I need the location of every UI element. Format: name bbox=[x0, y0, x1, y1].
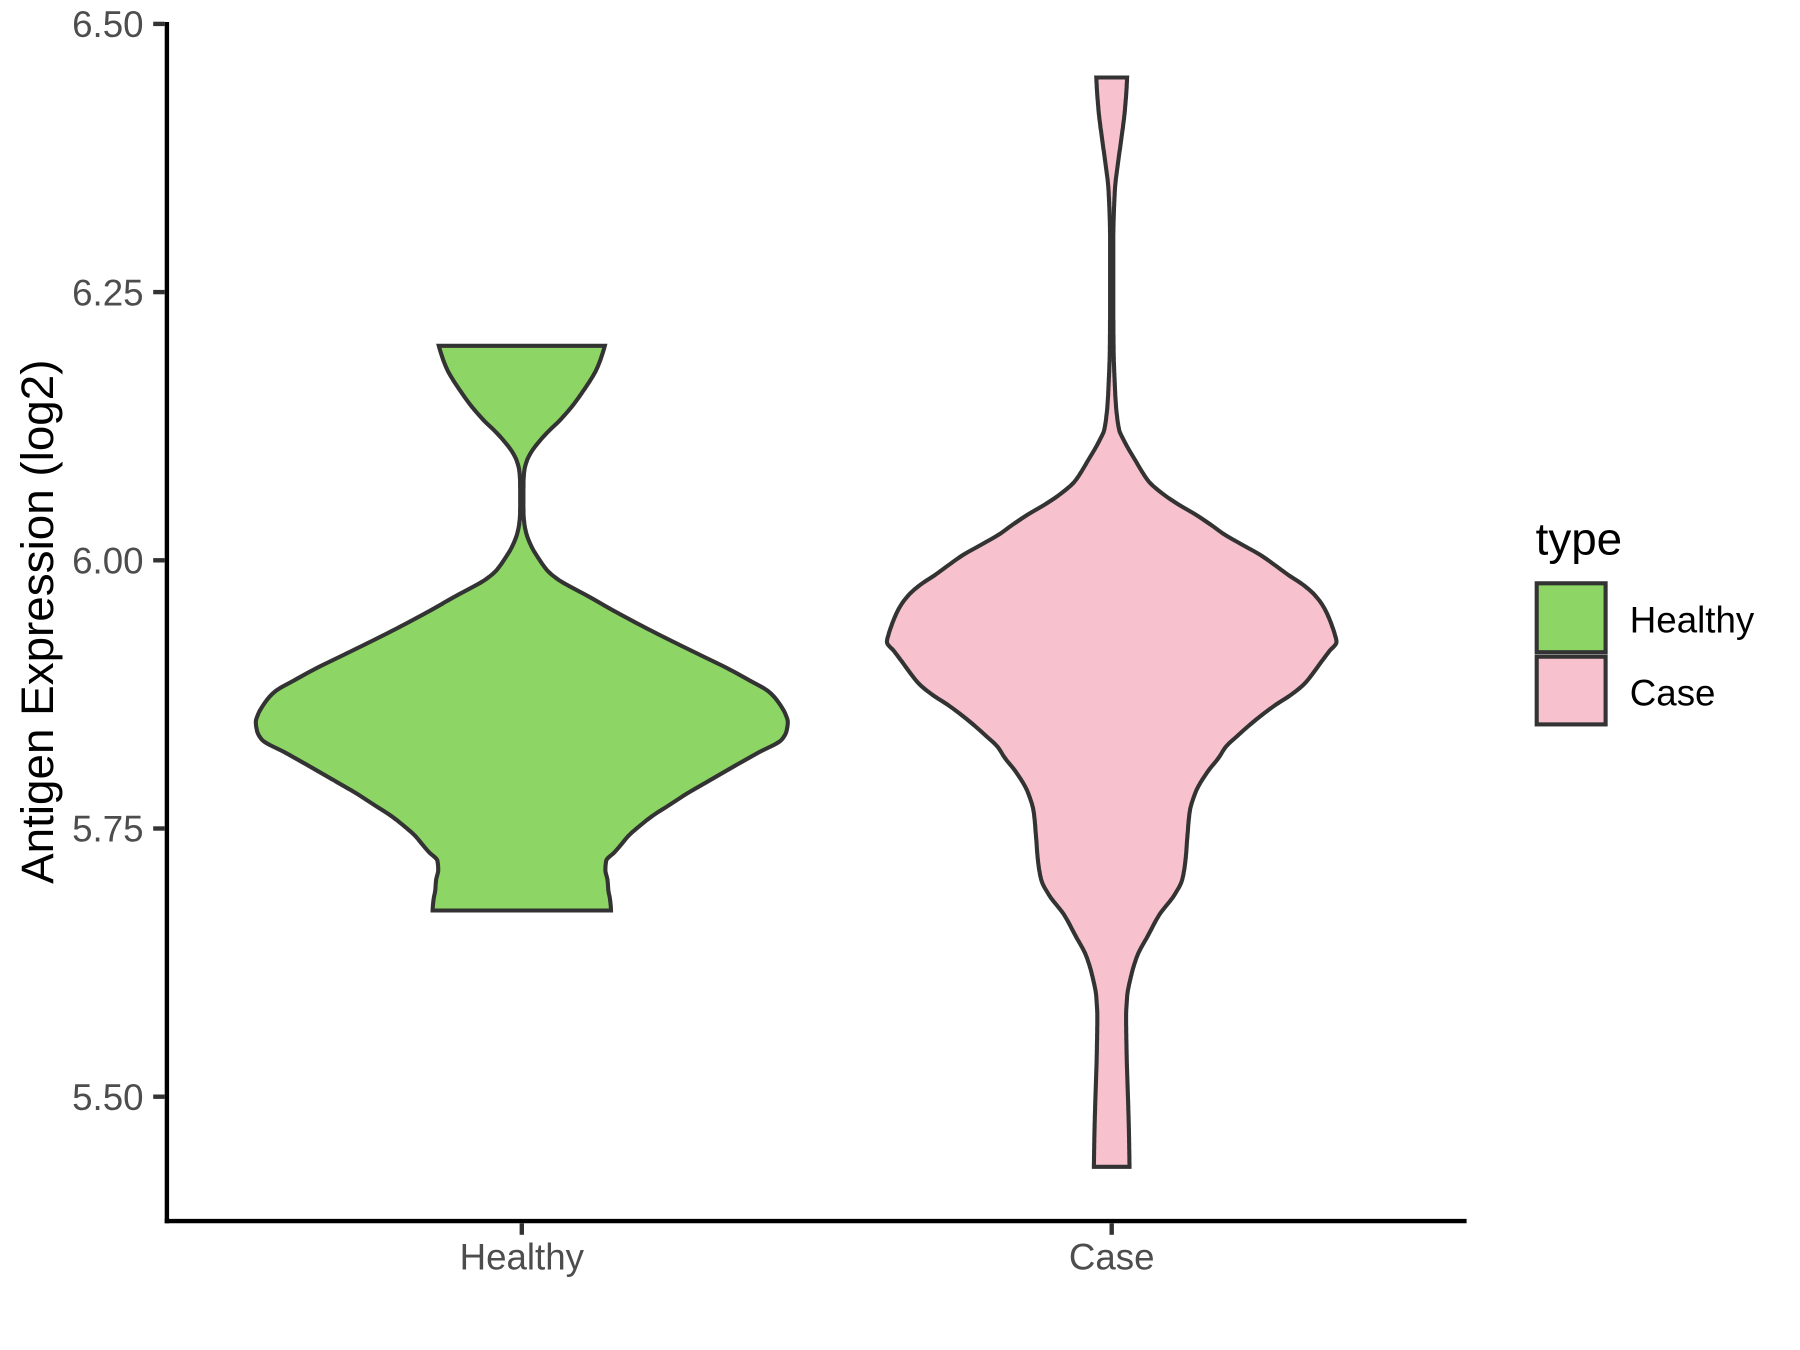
svg-text:type: type bbox=[1536, 514, 1623, 565]
svg-text:Antigen Expression (log2): Antigen Expression (log2) bbox=[12, 359, 63, 883]
svg-text:Healthy: Healthy bbox=[1630, 600, 1755, 641]
svg-text:6.25: 6.25 bbox=[72, 272, 143, 313]
svg-text:6.50: 6.50 bbox=[72, 4, 143, 45]
svg-text:5.75: 5.75 bbox=[72, 809, 143, 850]
svg-text:6.00: 6.00 bbox=[72, 541, 143, 582]
svg-text:Healthy: Healthy bbox=[460, 1236, 585, 1277]
svg-text:Case: Case bbox=[1630, 673, 1716, 714]
svg-text:Case: Case bbox=[1069, 1236, 1155, 1277]
svg-text:5.50: 5.50 bbox=[72, 1077, 143, 1118]
